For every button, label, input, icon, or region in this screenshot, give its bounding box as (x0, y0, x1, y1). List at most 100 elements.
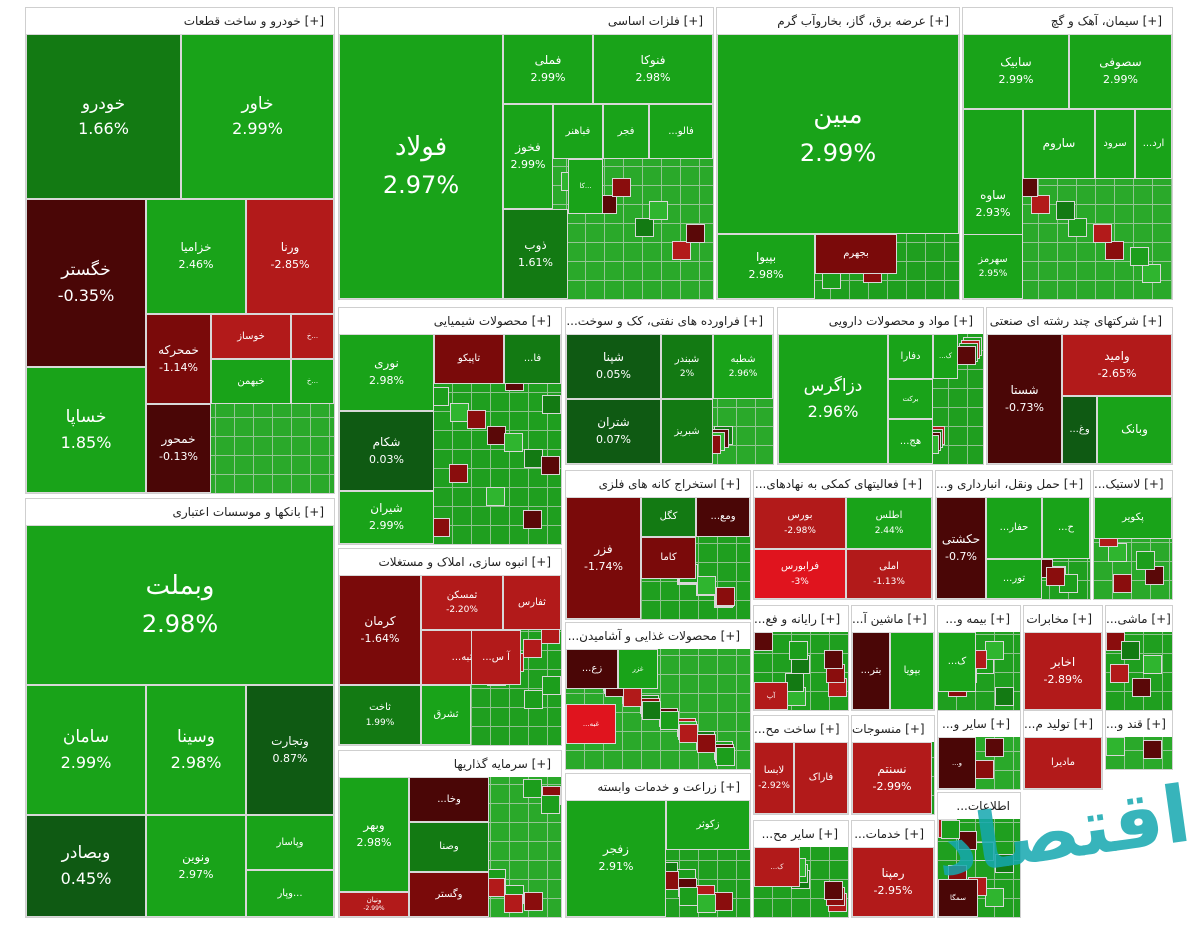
stock-tile[interactable]: ...هج (888, 419, 933, 464)
stock-tile[interactable]: ...ارد (1135, 109, 1172, 179)
stock-tile[interactable]: خ... (291, 359, 334, 404)
stock-tile[interactable]: آپ (754, 682, 788, 710)
sector-title[interactable]: ...اطلاعات (938, 793, 1020, 819)
stock-tile[interactable]: وپاسار (246, 815, 334, 870)
stock-tile[interactable]: برکت (888, 379, 933, 419)
sector-title[interactable]: ...ماشی [+] (1106, 606, 1172, 632)
stock-tile[interactable]: ثاخت 1.99% (339, 685, 421, 745)
stock-tile[interactable]: ساروم (1023, 109, 1095, 179)
minor-symbol-tile[interactable] (524, 892, 543, 911)
stock-tile[interactable]: ...فالو (649, 104, 713, 159)
minor-symbol-tile[interactable] (985, 888, 1004, 907)
stock-tile[interactable]: سهرمز 2.95% (963, 234, 1023, 299)
stock-tile[interactable]: ...تور (986, 559, 1042, 599)
stock-tile[interactable]: وگستر (409, 872, 489, 917)
minor-symbol-tile[interactable] (672, 241, 691, 260)
stock-tile[interactable]: ...ک (938, 632, 976, 692)
stock-tile[interactable]: ...ک (754, 847, 800, 887)
minor-symbol-tile[interactable] (542, 676, 561, 695)
minor-symbol-tile[interactable] (1068, 218, 1087, 237)
stock-tile[interactable]: پکویر (1094, 497, 1172, 539)
sector-title[interactable]: ...بیمه و [+] (938, 606, 1020, 632)
stock-tile[interactable]: خبهمن (211, 359, 291, 404)
sector-title[interactable]: ...سایر مح [+] (754, 821, 848, 847)
stock-tile[interactable]: دزاگرس 2.96% (778, 334, 888, 464)
stock-tile[interactable]: خگستر -0.35% (26, 199, 146, 367)
sector-title[interactable]: ...سایر و [+] (938, 711, 1020, 737)
stock-tile[interactable]: ...ح (1042, 497, 1090, 559)
stock-tile[interactable]: رمپنا -2.95% (852, 847, 934, 917)
minor-symbol-tile[interactable] (824, 650, 843, 669)
stock-tile[interactable]: وبانک (1097, 396, 1172, 464)
stock-tile[interactable]: شطبه 2.96% (713, 334, 773, 399)
minor-symbol-tile[interactable] (1046, 567, 1065, 586)
minor-symbol-tile[interactable] (716, 747, 735, 766)
sector-title[interactable]: ...خدمات [+] (852, 821, 934, 847)
minor-symbol-tile[interactable] (524, 690, 543, 709)
sector-title[interactable]: منسوجات [+] (852, 716, 934, 742)
stock-tile[interactable]: سمگا (938, 879, 978, 917)
sector-title[interactable]: ...لاستیک [+] (1094, 471, 1172, 497)
minor-symbol-tile[interactable] (714, 892, 733, 911)
sector-title[interactable]: بانکها و موسسات اعتباری [+] (26, 499, 334, 525)
sector-title[interactable]: شرکتهای چند رشته ای صنعتی [+] (987, 308, 1172, 334)
minor-symbol-tile[interactable] (1106, 737, 1125, 756)
sector-title[interactable]: خودرو و ساخت قطعات [+] (26, 8, 334, 34)
minor-symbol-tile[interactable] (612, 178, 631, 197)
sector-title[interactable]: ...حمل ونقل، انبارداری و [+] (936, 471, 1090, 497)
stock-tile[interactable]: ثفارس (503, 575, 561, 630)
stock-tile[interactable]: دفارا (888, 334, 933, 379)
stock-tile[interactable]: فزر -1.74% (566, 497, 641, 619)
minor-symbol-tile[interactable] (1110, 664, 1129, 683)
stock-tile[interactable]: مادیرا (1024, 737, 1102, 789)
minor-symbol-tile[interactable] (789, 641, 808, 660)
sector-title[interactable]: زراعت و خدمات وابسته [+] (566, 774, 750, 800)
stock-tile[interactable]: ثشرق (421, 685, 471, 745)
stock-tile[interactable]: بجهرم (815, 234, 897, 274)
stock-tile[interactable]: وتجارت 0.87% (246, 685, 334, 815)
stock-tile[interactable]: ...ک (933, 334, 958, 379)
stock-tile[interactable]: خمحرکه -1.14% (146, 314, 211, 404)
minor-symbol-tile[interactable] (660, 711, 679, 730)
minor-symbol-tile[interactable] (1105, 241, 1124, 260)
minor-symbol-tile[interactable] (1143, 740, 1162, 759)
stock-tile[interactable]: خمحور -0.13% (146, 404, 211, 493)
minor-symbol-tile[interactable] (1132, 678, 1151, 697)
stock-tile[interactable]: وپار... (246, 870, 334, 917)
minor-symbol-tile[interactable] (697, 894, 716, 913)
stock-tile[interactable]: مبین 2.99% (717, 34, 959, 234)
stock-tile[interactable]: ...غبه (566, 704, 616, 744)
minor-symbol-tile[interactable] (679, 887, 698, 906)
sector-title[interactable]: ...محصولات غذایی و آشامیدن [+] (566, 623, 750, 649)
stock-tile[interactable]: زفجر 2.91% (566, 800, 666, 917)
stock-tile[interactable]: ...بتر (852, 632, 890, 710)
stock-tile[interactable]: خ... (291, 314, 334, 359)
stock-tile[interactable]: لابسا -2.92% (754, 742, 794, 814)
stock-tile[interactable]: املی -1.13% (846, 549, 932, 599)
minor-symbol-tile[interactable] (958, 831, 977, 850)
minor-symbol-tile[interactable] (941, 820, 960, 839)
stock-tile[interactable]: وصنا (409, 822, 489, 872)
stock-tile[interactable]: کرمان -1.64% (339, 575, 421, 685)
stock-tile[interactable]: ثمسکن -2.20% (421, 575, 503, 630)
stock-tile[interactable]: ونیان -2.99% (339, 892, 409, 917)
sector-title[interactable]: مواد و محصولات دارویی [+] (778, 308, 983, 334)
stock-tile[interactable]: فولاد 2.97% (339, 34, 503, 299)
minor-symbol-tile[interactable] (1056, 201, 1075, 220)
stock-tile[interactable]: سابیک 2.99% (963, 34, 1069, 109)
minor-symbol-tile[interactable] (1093, 224, 1112, 243)
minor-symbol-tile[interactable] (642, 701, 661, 720)
stock-tile[interactable]: نوری 2.98% (339, 334, 434, 411)
minor-symbol-tile[interactable] (523, 510, 542, 529)
sector-title[interactable]: انبوه سازی، املاک و مستغلات [+] (339, 549, 561, 575)
minor-symbol-tile[interactable] (697, 576, 716, 595)
stock-tile[interactable]: نسنتم -2.99% (852, 742, 932, 814)
stock-tile[interactable]: کاما (641, 537, 696, 579)
stock-tile[interactable]: ذوب 1.61% (503, 209, 568, 299)
stock-tile[interactable]: ...وخا (409, 777, 489, 822)
minor-symbol-tile[interactable] (449, 464, 468, 483)
stock-tile[interactable]: شیران 2.99% (339, 491, 434, 544)
stock-tile[interactable]: شتران 0.07% (566, 399, 661, 464)
stock-tile[interactable]: خزامیا 2.46% (146, 199, 246, 314)
stock-tile[interactable]: وبملت 2.98% (26, 525, 334, 685)
